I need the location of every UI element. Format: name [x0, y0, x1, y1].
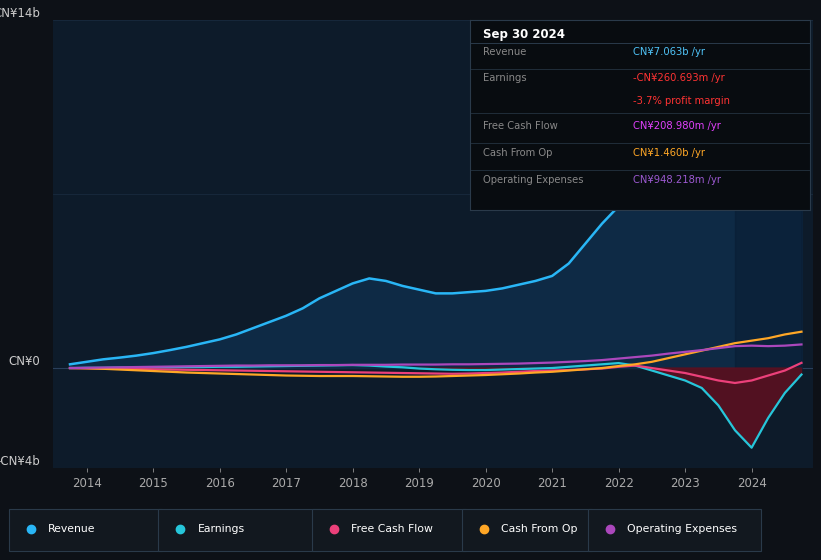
Text: CN¥0: CN¥0	[8, 355, 40, 368]
Text: CN¥7.063b /yr: CN¥7.063b /yr	[633, 47, 705, 57]
Text: Operating Expenses: Operating Expenses	[484, 175, 584, 185]
Text: Cash From Op: Cash From Op	[501, 524, 578, 534]
Text: -CN¥4b: -CN¥4b	[0, 455, 40, 468]
Text: -3.7% profit margin: -3.7% profit margin	[633, 96, 730, 106]
Text: -CN¥260.693m /yr: -CN¥260.693m /yr	[633, 73, 725, 83]
FancyBboxPatch shape	[461, 508, 592, 551]
Text: CN¥208.980m /yr: CN¥208.980m /yr	[633, 122, 721, 132]
Text: CN¥948.218m /yr: CN¥948.218m /yr	[633, 175, 721, 185]
Text: Earnings: Earnings	[198, 524, 245, 534]
Text: Sep 30 2024: Sep 30 2024	[484, 28, 565, 41]
Text: Free Cash Flow: Free Cash Flow	[484, 122, 558, 132]
FancyBboxPatch shape	[158, 508, 320, 551]
Text: Cash From Op: Cash From Op	[484, 148, 553, 158]
Text: Operating Expenses: Operating Expenses	[627, 524, 737, 534]
Text: Revenue: Revenue	[48, 524, 95, 534]
FancyBboxPatch shape	[588, 508, 761, 551]
Text: CN¥1.460b /yr: CN¥1.460b /yr	[633, 148, 705, 158]
Text: CN¥14b: CN¥14b	[0, 7, 40, 20]
FancyBboxPatch shape	[312, 508, 466, 551]
Text: Free Cash Flow: Free Cash Flow	[351, 524, 433, 534]
FancyBboxPatch shape	[8, 508, 163, 551]
Text: Earnings: Earnings	[484, 73, 527, 83]
Text: Revenue: Revenue	[484, 47, 526, 57]
